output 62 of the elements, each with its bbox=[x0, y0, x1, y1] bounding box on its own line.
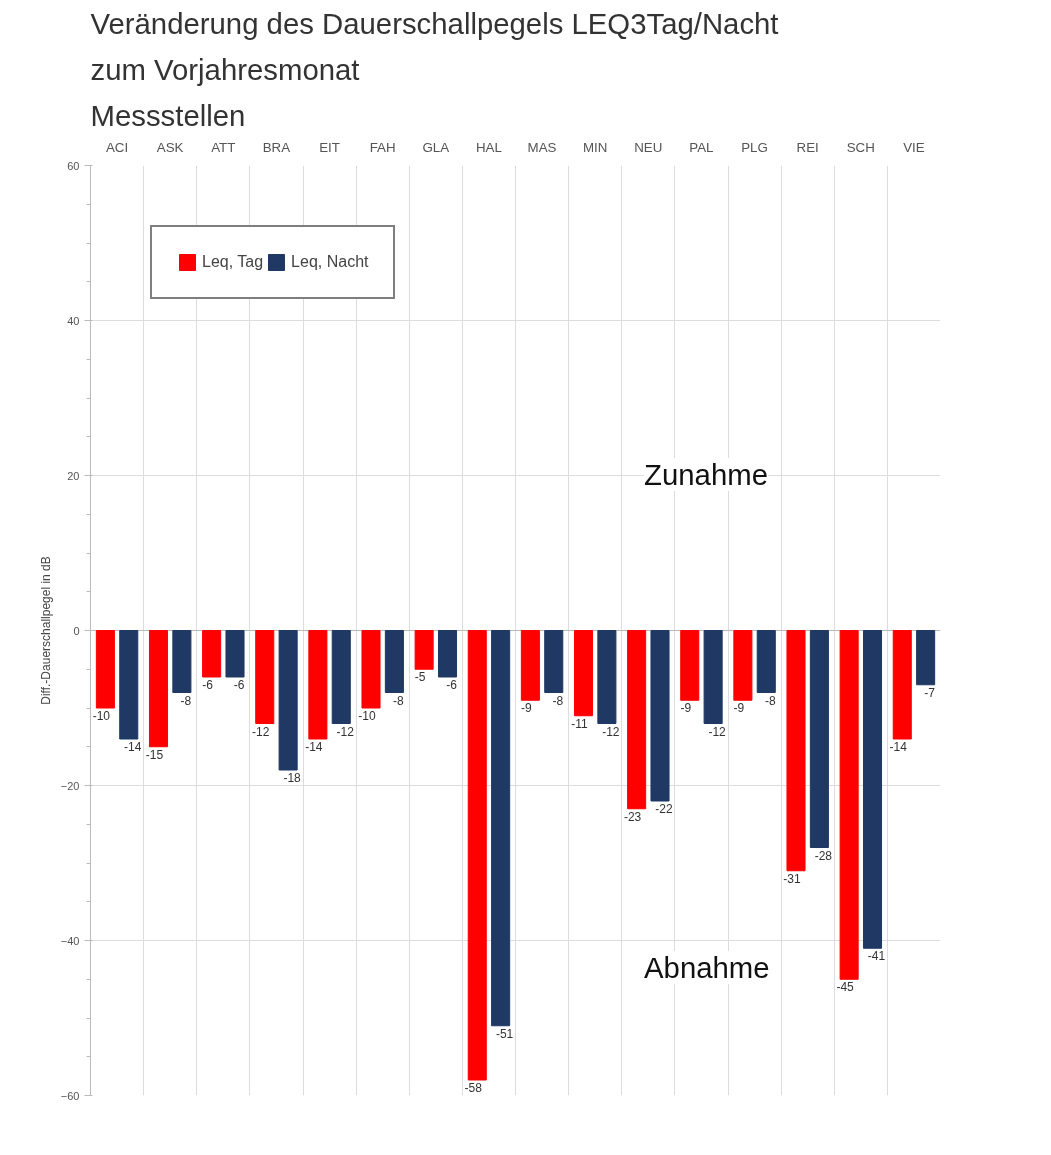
legend-label: Leq, Tag bbox=[202, 253, 264, 271]
data-label: -9 bbox=[733, 701, 745, 716]
x-tick-label: NEU bbox=[634, 139, 663, 155]
data-label: -18 bbox=[283, 771, 302, 785]
data-label: -23 bbox=[623, 809, 642, 824]
data-label: -28 bbox=[814, 848, 833, 863]
data-label: -22 bbox=[655, 802, 673, 816]
y-tick-label: −20 bbox=[60, 779, 80, 792]
x-tick-label: ATT bbox=[211, 139, 236, 155]
data-label: -12 bbox=[336, 724, 355, 739]
y-tick-label: 40 bbox=[67, 314, 80, 327]
x-tick-label: FAH bbox=[369, 139, 396, 155]
data-label: -12 bbox=[252, 724, 270, 739]
legend-label: Leq, Nacht bbox=[291, 253, 369, 271]
data-label: -41 bbox=[867, 949, 886, 964]
y-tick-label: 60 bbox=[67, 159, 80, 172]
data-label: -15 bbox=[145, 747, 164, 762]
x-tick-label: ACI bbox=[105, 139, 129, 155]
data-label: -8 bbox=[552, 693, 564, 708]
x-tick-label: ASK bbox=[156, 139, 184, 155]
y-axis-title: Diff.-Dauerschallpegel in dB bbox=[38, 556, 53, 705]
data-label: -9 bbox=[680, 701, 692, 716]
data-label: -5 bbox=[414, 670, 426, 685]
chart-subtitle: Messstellen bbox=[90, 98, 246, 132]
data-label: -14 bbox=[889, 740, 908, 754]
y-tick-label: 20 bbox=[67, 469, 80, 482]
data-label: -7 bbox=[924, 685, 936, 700]
data-label: -45 bbox=[836, 980, 855, 995]
data-label: -12 bbox=[708, 724, 727, 739]
x-tick-label: HAL bbox=[475, 139, 502, 155]
data-label: -10 bbox=[92, 709, 111, 723]
data-label: -6 bbox=[233, 678, 245, 692]
x-tick-label: MAS bbox=[527, 139, 557, 155]
data-label: -14 bbox=[305, 740, 323, 754]
data-label: -9 bbox=[521, 701, 533, 716]
data-label: -8 bbox=[764, 693, 776, 708]
chart-title: Veränderung des Dauerschallpegels LEQ3Tag/Nacht zum Vorjahresmonat bbox=[90, 7, 779, 87]
data-label: -31 bbox=[783, 871, 801, 886]
y-tick-label: 0 bbox=[73, 624, 80, 637]
data-label: -14 bbox=[124, 740, 142, 754]
data-label: -12 bbox=[602, 724, 620, 739]
x-tick-label: GLA bbox=[422, 139, 450, 155]
x-tick-label: REI bbox=[796, 139, 819, 155]
x-tick-label: VIE bbox=[903, 139, 925, 155]
data-label: -8 bbox=[180, 693, 192, 708]
x-tick-label: SCH bbox=[846, 139, 875, 155]
x-tick-label: PLG bbox=[741, 139, 768, 155]
x-tick-label: MIN bbox=[582, 139, 608, 155]
data-label: -6 bbox=[446, 678, 458, 692]
data-label: -51 bbox=[495, 1026, 514, 1041]
annotation: Zunahme bbox=[644, 458, 768, 491]
x-tick-label: EIT bbox=[319, 139, 340, 155]
x-tick-label: PAL bbox=[689, 139, 714, 155]
data-label: -10 bbox=[358, 709, 376, 723]
y-tick-label: −60 bbox=[60, 1089, 80, 1102]
data-label: -8 bbox=[393, 693, 405, 708]
data-label: -11 bbox=[571, 716, 589, 731]
data-label: -58 bbox=[464, 1081, 483, 1095]
annotation: Abnahme bbox=[644, 950, 770, 984]
x-tick-label: BRA bbox=[262, 139, 291, 155]
data-label: -6 bbox=[202, 678, 214, 692]
y-tick-label: −40 bbox=[60, 934, 80, 947]
